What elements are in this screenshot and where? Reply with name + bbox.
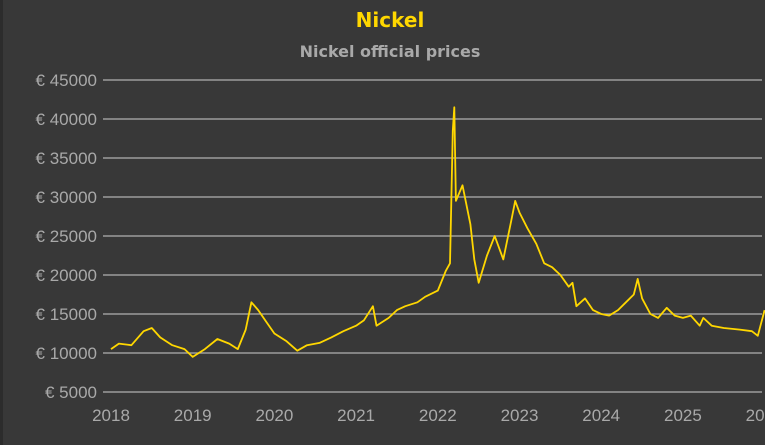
x-tick-label: 2026 [746,406,765,425]
y-tick-label: € 30000 [36,188,97,207]
y-tick-label: € 15000 [36,305,97,324]
x-tick-label: 2021 [337,406,375,425]
x-tick-label: 2020 [255,406,293,425]
y-tick-label: € 45000 [36,71,97,90]
chart-title: Nickel [355,8,425,32]
x-tick-label: 2018 [92,406,130,425]
x-tick-label: 2022 [419,406,457,425]
x-tick-label: 2025 [664,406,702,425]
x-tick-label: 2024 [582,406,620,425]
y-tick-label: € 25000 [36,227,97,246]
y-tick-label: € 20000 [36,266,97,285]
x-tick-label: 2023 [501,406,539,425]
chart-subtitle: Nickel official prices [299,42,481,61]
price-line [110,106,765,358]
y-tick-label: € 40000 [36,110,97,129]
y-tick-label: € 10000 [36,344,97,363]
y-tick-label: € 5000 [45,383,97,402]
y-tick-label: € 35000 [36,149,97,168]
x-tick-label: 2019 [174,406,212,425]
